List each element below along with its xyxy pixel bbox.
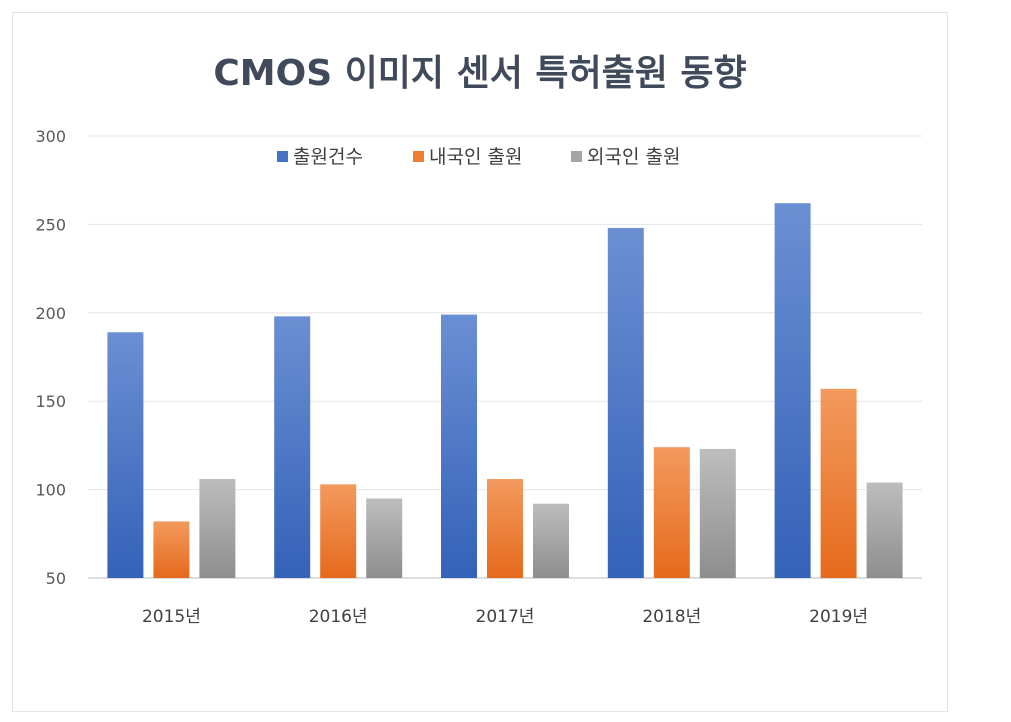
y-tick-label: 150 bbox=[35, 392, 66, 411]
bar bbox=[866, 482, 903, 578]
x-axis: 2015년 2016년 2017년 2018년 2019년 bbox=[142, 607, 868, 627]
legend-swatch bbox=[277, 151, 288, 162]
bar bbox=[699, 448, 736, 578]
legend-label: 외국인 출원 bbox=[587, 146, 680, 168]
legend-swatch bbox=[413, 151, 424, 162]
y-tick-label: 300 bbox=[35, 127, 66, 146]
y-tick-label: 250 bbox=[35, 215, 66, 234]
y-tick-label: 100 bbox=[35, 481, 66, 500]
chart-title: CMOS 이미지 센서 특허출원 동향 bbox=[213, 53, 747, 94]
bar bbox=[533, 503, 569, 578]
bar bbox=[153, 521, 190, 578]
legend-label: 내국인 출원 bbox=[429, 146, 522, 168]
x-tick-label: 2015년 bbox=[142, 607, 201, 627]
bar bbox=[107, 332, 144, 578]
x-tick-label: 2017년 bbox=[476, 607, 535, 627]
y-axis: 50 100 150 200 250 300 bbox=[35, 127, 66, 588]
x-tick-label: 2019년 bbox=[809, 607, 868, 627]
bar bbox=[607, 227, 644, 578]
bar bbox=[441, 314, 477, 578]
y-tick-label: 50 bbox=[46, 569, 66, 588]
bar bbox=[774, 203, 811, 578]
bar bbox=[274, 316, 311, 578]
bar bbox=[199, 478, 236, 578]
legend-label: 출원건수 bbox=[293, 146, 363, 168]
x-tick-label: 2016년 bbox=[309, 607, 368, 627]
bar bbox=[820, 388, 857, 578]
y-tick-label: 200 bbox=[35, 304, 66, 323]
bar bbox=[320, 484, 357, 578]
x-tick-label: 2018년 bbox=[642, 607, 701, 627]
legend: 출원건수 내국인 출원 외국인 출원 bbox=[277, 146, 680, 168]
bar bbox=[487, 478, 523, 578]
legend-swatch bbox=[571, 151, 582, 162]
bar bbox=[366, 498, 403, 578]
bar bbox=[653, 447, 690, 578]
bars bbox=[107, 203, 903, 578]
